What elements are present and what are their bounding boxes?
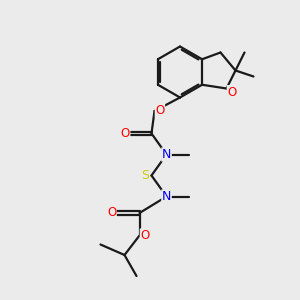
Text: N: N: [162, 190, 171, 203]
Text: O: O: [121, 127, 130, 140]
Text: O: O: [140, 229, 149, 242]
Text: N: N: [162, 148, 171, 161]
Text: O: O: [227, 85, 236, 99]
Text: O: O: [107, 206, 116, 220]
Text: S: S: [141, 169, 149, 182]
Text: O: O: [155, 104, 164, 117]
